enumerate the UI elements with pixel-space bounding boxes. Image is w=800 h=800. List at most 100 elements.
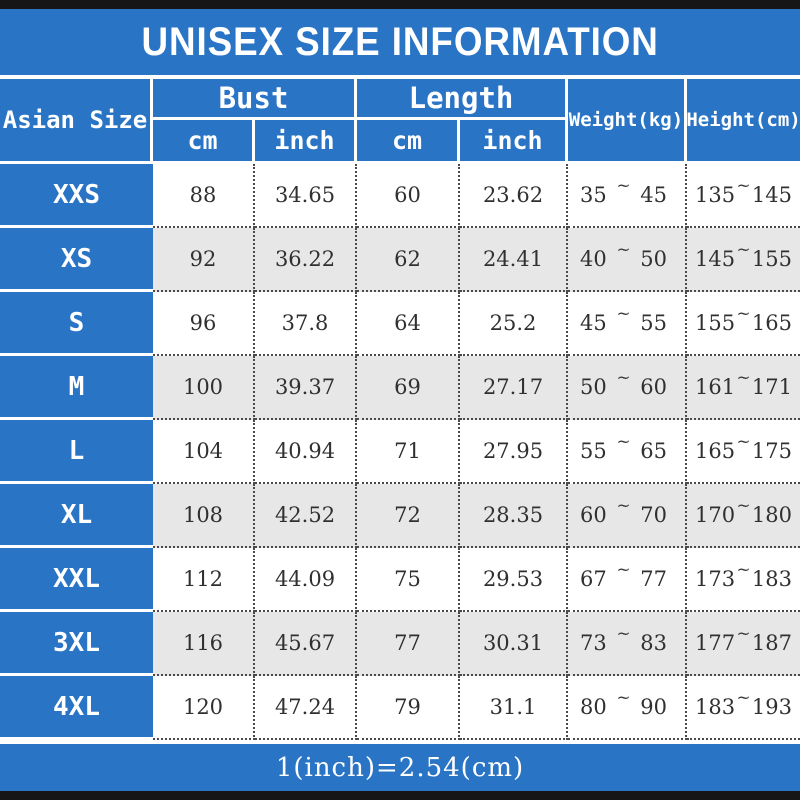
header-bust-inch: inch — [255, 120, 357, 161]
height-range-cell: 170 ~ 180 — [687, 484, 800, 548]
bust-inch-cell: 42.52 — [255, 484, 357, 548]
height-max: 183 — [751, 567, 792, 591]
length-cm-cell: 75 — [357, 548, 460, 612]
weight-range-cell: 35 ~ 45 — [568, 164, 687, 228]
length-cm-cell: 71 — [357, 420, 460, 484]
length-cm-cell: 79 — [357, 676, 460, 740]
bust-cm-cell: 96 — [153, 292, 255, 356]
length-cm-cell: 69 — [357, 356, 460, 420]
weight-min: 73 — [580, 631, 607, 655]
size-cell: L — [0, 420, 153, 484]
weight-range-cell: 40 ~ 50 — [568, 228, 687, 292]
weight-range-cell: 80 ~ 90 — [568, 676, 687, 740]
height-min: 173 — [695, 567, 736, 591]
weight-max: 90 — [640, 695, 667, 719]
height-max: 145 — [751, 183, 792, 207]
tilde-symbol: ~ — [616, 368, 631, 388]
height-min: 177 — [695, 631, 736, 655]
tilde-symbol: ~ — [736, 240, 751, 260]
header-length-inch: inch — [460, 120, 568, 161]
bust-inch-cell: 36.22 — [255, 228, 357, 292]
divider — [0, 161, 800, 164]
bust-inch-cell: 39.37 — [255, 356, 357, 420]
divider — [0, 740, 800, 744]
height-max: 155 — [751, 247, 792, 271]
height-min: 135 — [695, 183, 736, 207]
weight-max: 83 — [640, 631, 667, 655]
height-min: 165 — [695, 439, 736, 463]
footer-band: 1(inch)=2.54(cm) — [0, 744, 800, 791]
height-min: 161 — [695, 375, 736, 399]
weight-max: 70 — [640, 503, 667, 527]
header-bust-cm: cm — [153, 120, 255, 161]
length-inch-cell: 27.95 — [460, 420, 568, 484]
conversion-note: 1(inch)=2.54(cm) — [275, 752, 525, 783]
header-bust: Bust — [153, 79, 357, 120]
weight-min: 67 — [580, 567, 607, 591]
tilde-symbol: ~ — [736, 176, 751, 196]
length-cm-cell: 60 — [357, 164, 460, 228]
tilde-symbol: ~ — [616, 432, 631, 452]
tilde-symbol: ~ — [616, 496, 631, 516]
table-row: XXL 112 44.09 75 29.53 67 ~ 77 173 ~ 183 — [0, 548, 800, 612]
weight-max: 55 — [640, 311, 667, 335]
height-min: 155 — [695, 311, 736, 335]
tilde-symbol: ~ — [616, 688, 631, 708]
length-cm-cell: 64 — [357, 292, 460, 356]
height-max: 187 — [751, 631, 792, 655]
length-inch-cell: 30.31 — [460, 612, 568, 676]
bust-cm-cell: 92 — [153, 228, 255, 292]
height-range-cell: 177 ~ 187 — [687, 612, 800, 676]
height-range-cell: 165 ~ 175 — [687, 420, 800, 484]
bust-inch-cell: 34.65 — [255, 164, 357, 228]
height-range-cell: 173 ~ 183 — [687, 548, 800, 612]
height-range-cell: 135 ~ 145 — [687, 164, 800, 228]
length-inch-cell: 29.53 — [460, 548, 568, 612]
title-band: UNISEX SIZE INFORMATION — [0, 9, 800, 75]
length-cm-cell: 77 — [357, 612, 460, 676]
height-range-cell: 183 ~ 193 — [687, 676, 800, 740]
weight-min: 35 — [580, 183, 607, 207]
length-inch-cell: 27.17 — [460, 356, 568, 420]
height-min: 170 — [695, 503, 736, 527]
tilde-symbol: ~ — [616, 304, 631, 324]
height-max: 180 — [751, 503, 792, 527]
table-header: Asian Size Bust Length Weight(kg) Height… — [0, 79, 800, 161]
tilde-symbol: ~ — [616, 560, 631, 580]
tilde-symbol: ~ — [616, 624, 631, 644]
bust-cm-cell: 116 — [153, 612, 255, 676]
size-cell: S — [0, 292, 153, 356]
tilde-symbol: ~ — [616, 240, 631, 260]
bust-inch-cell: 47.24 — [255, 676, 357, 740]
height-range-cell: 155 ~ 165 — [687, 292, 800, 356]
weight-range-cell: 67 ~ 77 — [568, 548, 687, 612]
size-cell: XS — [0, 228, 153, 292]
bust-cm-cell: 88 — [153, 164, 255, 228]
height-max: 165 — [751, 311, 792, 335]
bottom-bar — [0, 791, 800, 800]
weight-max: 77 — [640, 567, 667, 591]
bust-cm-cell: 108 — [153, 484, 255, 548]
bust-cm-cell: 120 — [153, 676, 255, 740]
weight-max: 60 — [640, 375, 667, 399]
table-row: L 104 40.94 71 27.95 55 ~ 65 165 ~ 175 — [0, 420, 800, 484]
weight-range-cell: 55 ~ 65 — [568, 420, 687, 484]
length-inch-cell: 28.35 — [460, 484, 568, 548]
header-asian-size: Asian Size — [0, 79, 153, 161]
bust-cm-cell: 100 — [153, 356, 255, 420]
weight-min: 60 — [580, 503, 607, 527]
weight-max: 45 — [640, 183, 667, 207]
weight-range-cell: 60 ~ 70 — [568, 484, 687, 548]
size-cell: M — [0, 356, 153, 420]
tilde-symbol: ~ — [736, 304, 751, 324]
height-range-cell: 161 ~ 171 — [687, 356, 800, 420]
size-cell: XL — [0, 484, 153, 548]
tilde-symbol: ~ — [736, 624, 751, 644]
weight-min: 80 — [580, 695, 607, 719]
bust-inch-cell: 45.67 — [255, 612, 357, 676]
size-cell: XXL — [0, 548, 153, 612]
size-cell: XXS — [0, 164, 153, 228]
header-length: Length — [357, 79, 568, 120]
tilde-symbol: ~ — [736, 432, 751, 452]
length-inch-cell: 31.1 — [460, 676, 568, 740]
